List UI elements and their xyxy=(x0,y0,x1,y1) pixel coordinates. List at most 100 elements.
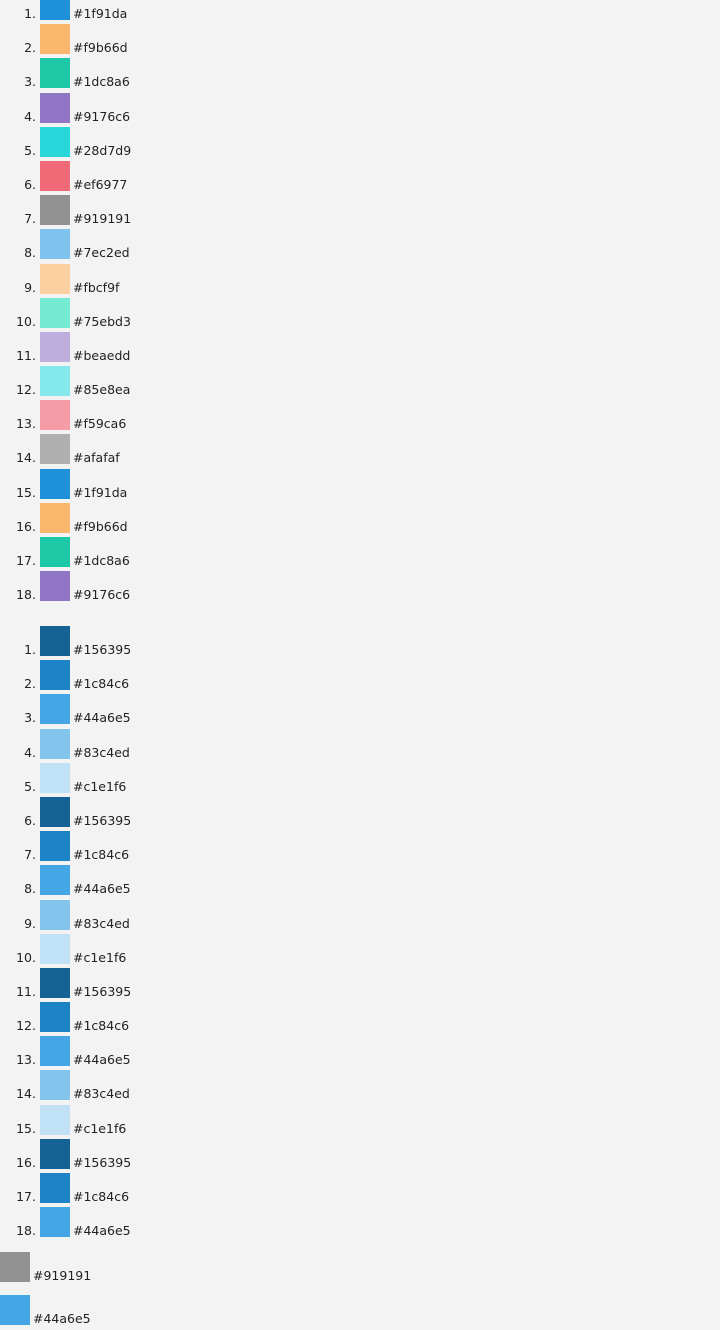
color-swatch xyxy=(40,796,70,827)
palette-item: 7. #1c84c6 xyxy=(0,831,720,865)
color-swatch xyxy=(40,1138,70,1169)
item-number: 10. xyxy=(16,313,36,329)
color-code: #1c84c6 xyxy=(73,676,130,692)
item-number: 15. xyxy=(16,1120,36,1136)
item-number: 8. xyxy=(24,881,36,897)
palette-item: 13. #f59ca6 xyxy=(0,400,720,434)
color-code: #ef6977 xyxy=(73,176,128,192)
item-number: 11. xyxy=(16,347,36,363)
color-swatch xyxy=(40,195,70,226)
palette-item: 15. #1f91da xyxy=(0,468,720,503)
item-number: 17. xyxy=(16,553,36,568)
color-swatch xyxy=(40,24,70,55)
color-code: #beaedd xyxy=(73,347,131,363)
color-code: #f59ca6 xyxy=(73,416,127,432)
color-swatch xyxy=(40,728,70,759)
color-swatch xyxy=(40,1070,70,1101)
palette-item: 12. #1c84c6 xyxy=(0,1002,720,1036)
palette-item: 17. #1dc8a6 xyxy=(0,537,720,571)
palette-item: 7. #919191 xyxy=(0,195,720,229)
color-code: #9176c6 xyxy=(73,108,131,124)
palette-item: 14. #afafaf xyxy=(0,434,720,468)
color-swatch xyxy=(40,1002,70,1033)
palette-item: 16. #156395 xyxy=(0,1138,720,1173)
palette-item: 8. #44a6e5 xyxy=(0,865,720,899)
color-swatch xyxy=(0,1252,30,1282)
color-code: #75ebd3 xyxy=(73,313,131,329)
color-code: #1c84c6 xyxy=(73,1189,130,1204)
item-number: 11. xyxy=(16,983,36,999)
item-number: 5. xyxy=(24,142,36,158)
color-swatch xyxy=(40,502,70,533)
color-code: #28d7d9 xyxy=(73,142,132,158)
item-number: 13. xyxy=(16,416,36,432)
item-number: 9. xyxy=(24,279,36,295)
palette-item: 9. #83c4ed xyxy=(0,899,720,934)
item-number: 2. xyxy=(24,676,36,692)
item-number: 12. xyxy=(16,1018,36,1034)
item-number: 8. xyxy=(24,245,36,261)
item-number: 7. xyxy=(24,211,36,227)
palette-item: 12. #85e8ea xyxy=(0,366,720,400)
palette-item: 11. #beaedd xyxy=(0,331,720,366)
palette-item: 13. #44a6e5 xyxy=(0,1036,720,1070)
palette-item: 11. #156395 xyxy=(0,967,720,1002)
color-swatch xyxy=(40,537,70,567)
color-code: #c1e1f6 xyxy=(73,1120,127,1136)
color-swatch xyxy=(40,400,70,431)
color-swatch xyxy=(40,263,70,294)
color-swatch xyxy=(40,297,70,328)
palette-item: 5. #c1e1f6 xyxy=(0,762,720,797)
palette-item: 15. #c1e1f6 xyxy=(0,1104,720,1139)
color-swatch xyxy=(40,865,70,896)
color-swatch xyxy=(40,366,70,397)
color-swatch xyxy=(40,434,70,465)
item-number: 16. xyxy=(16,518,36,534)
color-code: #1c84c6 xyxy=(73,1018,130,1034)
color-swatch xyxy=(40,468,70,499)
color-code: #1c84c6 xyxy=(73,847,130,863)
palette-item: 2. #f9b66d xyxy=(0,24,720,58)
item-number: 14. xyxy=(16,450,36,466)
color-code: #156395 xyxy=(73,642,132,657)
item-number: 2. xyxy=(24,40,36,56)
color-swatch xyxy=(40,571,70,602)
palette-item: 6. #156395 xyxy=(0,796,720,831)
color-code: #919191 xyxy=(33,1268,92,1283)
item-number: 9. xyxy=(24,915,36,931)
categorical-palette-list: 1. #1f91da 2. #f9b66d 3. #1dc8a6 4. #9176c6 5. #2… xyxy=(0,0,720,605)
palette-item: 1. #156395 xyxy=(0,626,720,660)
color-swatch xyxy=(0,1295,30,1325)
color-swatch xyxy=(40,762,70,793)
color-swatch xyxy=(40,1036,70,1067)
item-number: 13. xyxy=(16,1052,36,1068)
palette-item: 2. #1c84c6 xyxy=(0,660,720,694)
item-number: 7. xyxy=(24,847,36,863)
item-number: 17. xyxy=(16,1189,36,1204)
color-code: #83c4ed xyxy=(73,915,130,931)
palette-item: 10. #75ebd3 xyxy=(0,297,720,332)
color-code: #83c4ed xyxy=(73,744,130,760)
palette-item: 14. #83c4ed xyxy=(0,1070,720,1104)
color-swatch xyxy=(40,626,70,656)
primary-color-entry: #44a6e5 xyxy=(0,1295,720,1329)
color-code: #c1e1f6 xyxy=(73,778,127,794)
color-code: #44a6e5 xyxy=(73,1223,131,1239)
color-swatch xyxy=(40,0,70,20)
item-number: 10. xyxy=(16,949,36,965)
color-code: #83c4ed xyxy=(73,1086,130,1102)
color-code: #44a6e5 xyxy=(33,1311,91,1326)
palette-item: 6. #ef6977 xyxy=(0,160,720,195)
color-code: #fbcf9f xyxy=(73,279,120,295)
palette-item: 18. #9176c6 xyxy=(0,571,720,605)
item-number: 1. xyxy=(24,642,36,657)
color-code: #919191 xyxy=(73,211,132,227)
color-code: #1dc8a6 xyxy=(73,74,130,90)
color-code: #44a6e5 xyxy=(73,1052,131,1068)
color-code: #c1e1f6 xyxy=(73,949,127,965)
item-number: 18. xyxy=(16,587,36,603)
item-number: 6. xyxy=(24,812,36,828)
palette-item: 16. #f9b66d xyxy=(0,502,720,537)
color-code: #afafaf xyxy=(73,450,120,466)
